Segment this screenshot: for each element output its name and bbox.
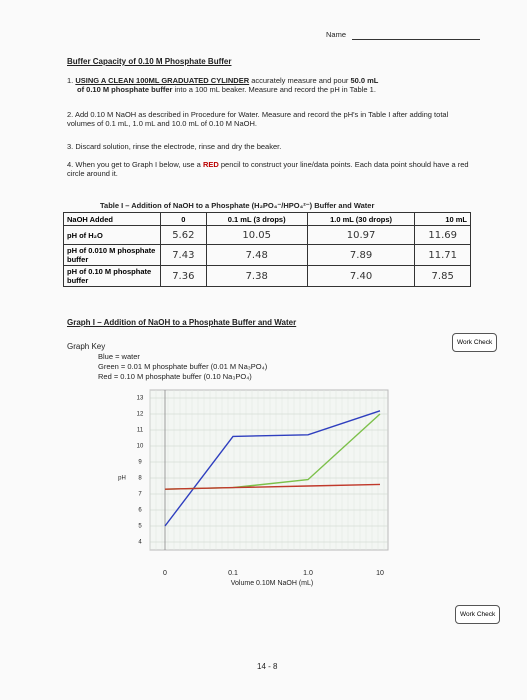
step-text: USING A CLEAN 100ML GRADUATED CYLINDER: [75, 76, 250, 85]
step-number: 4.: [67, 160, 74, 169]
table-cell: 7.40: [306, 265, 416, 287]
y-axis-label: pH: [118, 476, 126, 482]
step-text: pencil to construct your line/data point…: [67, 160, 469, 178]
step-number: 1.: [67, 76, 74, 85]
table-cell: 7.85: [414, 265, 471, 287]
graph-heading: Graph I – Addition of NaOH to a Phosphat…: [67, 318, 297, 327]
page-number: 14 - 8: [257, 662, 278, 671]
table-cell: 7.38: [205, 265, 308, 287]
table-caption: Table I – Addition of NaOH to a Phosphat…: [100, 201, 375, 210]
title: Buffer Capacity of 0.10 M Phosphate Buff…: [67, 57, 232, 66]
step-text: into a 100 mL beaker. Measure and record…: [174, 85, 376, 94]
data-line: [164, 410, 381, 527]
x-tick-label: 1.0: [303, 570, 313, 577]
step-number: 3.: [67, 142, 74, 151]
y-tick-label: 5: [138, 524, 142, 530]
plot-area: [149, 389, 389, 551]
step-text: of 0.10 M phosphate buffer: [77, 85, 173, 94]
step-text: accurately measure and pour: [251, 76, 349, 85]
y-tick-label: 6: [138, 508, 142, 514]
y-tick-label: 11: [137, 428, 144, 434]
step: 4. When you get to Graph I below, use a …: [67, 160, 477, 178]
y-tick-label: 13: [137, 396, 144, 402]
stamp: Work Check: [452, 333, 498, 352]
x-axis-label: Volume 0.10M NaOH (mL): [231, 580, 313, 587]
step-text: When you get to Graph I below, use a: [75, 160, 201, 169]
x-tick-label: 0: [163, 570, 167, 577]
table-cell: pH of 0.10 M phosphate buffer: [63, 265, 161, 287]
x-tick-label: 10: [376, 570, 384, 577]
step-text: Add 0.10 M NaOH as described in Procedur…: [67, 110, 449, 128]
y-tick-label: 8: [138, 476, 142, 482]
data-line: [164, 483, 381, 490]
step: 2. Add 0.10 M NaOH as described in Proce…: [67, 110, 477, 128]
key-item: Green = 0.01 M phosphate buffer (0.01 M …: [98, 362, 268, 371]
name-line: [352, 39, 480, 40]
step-text: Discard solution, rinse the electrode, r…: [75, 142, 282, 151]
stamp: Work Check: [455, 605, 501, 624]
y-tick-label: 9: [138, 460, 142, 466]
key-title: Graph Key: [67, 342, 106, 351]
step-text: 50.0 mL: [350, 76, 379, 85]
step-number: 2.: [67, 110, 74, 119]
step: 3. Discard solution, rinse the electrode…: [67, 142, 281, 151]
x-tick-label: 0.1: [228, 570, 238, 577]
name-label: Name: [326, 30, 347, 39]
key-item: Blue = water: [98, 352, 140, 361]
step: 1. USING A CLEAN 100ML GRADUATED CYLINDE…: [67, 76, 467, 94]
y-tick-label: 12: [137, 412, 144, 418]
table-row: pH of H₂O 5.62 10.05 10.97 11.69: [63, 225, 471, 245]
step-text: RED: [202, 160, 219, 169]
y-tick-label: 4: [138, 540, 142, 546]
table-row: pH of 0.10 M phosphate buffer 7.36 7.38 7.4…: [63, 265, 471, 287]
table: NaOH Added 0 0.1 mL (3 drops) 1.0 mL (30 dr…: [63, 212, 471, 287]
y-tick-label: 7: [138, 492, 142, 498]
y-tick-label: 10: [137, 444, 144, 450]
key-item: Red = 0.10 M phosphate buffer (0.10 Na₃P…: [98, 372, 252, 381]
